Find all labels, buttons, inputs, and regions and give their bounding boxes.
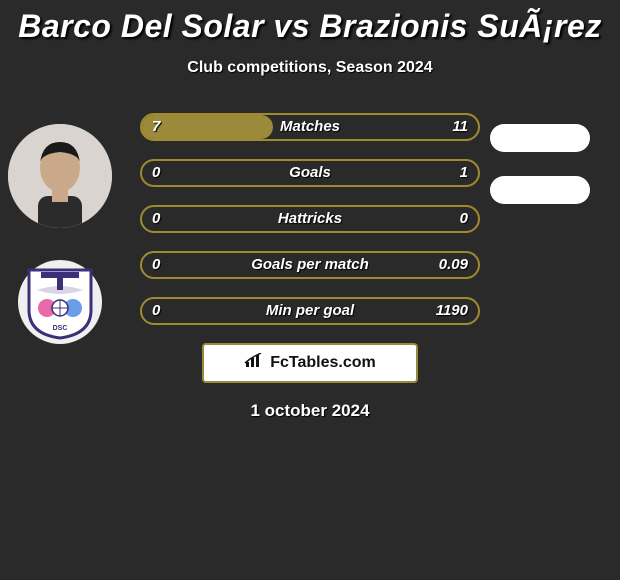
stat-label: Matches [142, 115, 478, 139]
branding-text: FcTables.com [270, 354, 376, 372]
stat-label: Min per goal [142, 299, 478, 323]
branding-box: FcTables.com [202, 343, 418, 383]
svg-text:DSC: DSC [53, 325, 68, 332]
stat-row: 0Hattricks0 [140, 205, 480, 233]
stat-right-value: 11 [452, 115, 468, 139]
stat-row: 0Goals per match0.09 [140, 251, 480, 279]
stat-right-value: 1190 [436, 299, 468, 323]
stat-row: 7Matches11 [140, 113, 480, 141]
stat-right-value: 0 [460, 207, 468, 231]
stat-right-value: 1 [460, 161, 468, 185]
stat-label: Goals per match [142, 253, 478, 277]
stat-label: Goals [142, 161, 478, 185]
page-title: Barco Del Solar vs Brazionis SuÃ¡rez [0, 0, 620, 45]
stat-label: Hattricks [142, 207, 478, 231]
stat-row: 0Min per goal1190 [140, 297, 480, 325]
stat-right-value: 0.09 [439, 253, 468, 277]
indicator-pill-1 [490, 124, 590, 152]
indicator-pill-2 [490, 176, 590, 204]
page-date: 1 october 2024 [0, 401, 620, 421]
page-subtitle: Club competitions, Season 2024 [0, 59, 620, 77]
player-avatar [8, 124, 112, 228]
chart-icon [244, 353, 264, 374]
club-badge: DSC [18, 260, 102, 344]
stat-row: 0Goals1 [140, 159, 480, 187]
